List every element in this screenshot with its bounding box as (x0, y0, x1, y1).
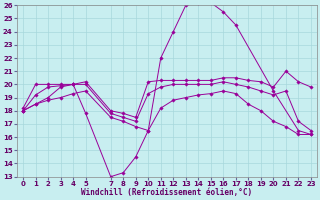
X-axis label: Windchill (Refroidissement éolien,°C): Windchill (Refroidissement éolien,°C) (82, 188, 252, 197)
